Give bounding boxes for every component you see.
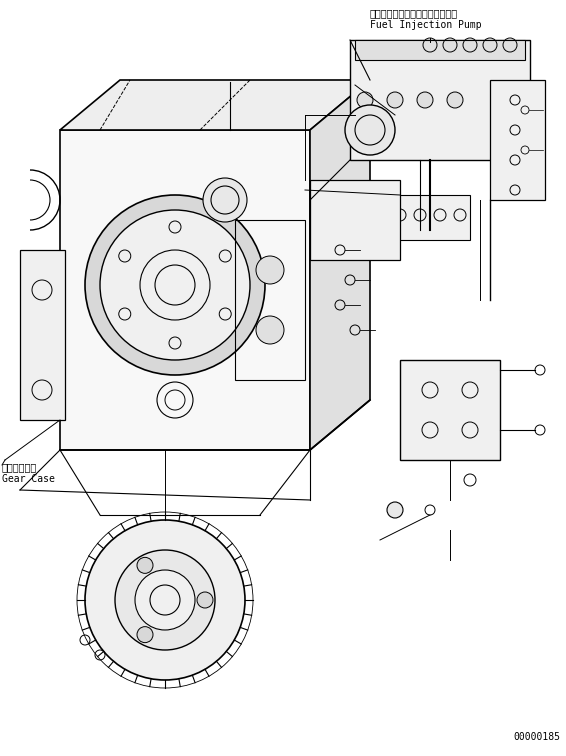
Polygon shape — [355, 40, 525, 60]
Circle shape — [100, 210, 250, 360]
Polygon shape — [350, 40, 530, 160]
Circle shape — [256, 316, 284, 344]
Text: フゥエルインジェクションポンプ: フゥエルインジェクションポンプ — [370, 8, 458, 18]
Circle shape — [137, 627, 153, 643]
Circle shape — [387, 502, 403, 518]
Text: ギャーケース: ギャーケース — [2, 462, 37, 472]
Circle shape — [417, 92, 433, 108]
Polygon shape — [400, 360, 500, 460]
Circle shape — [387, 92, 403, 108]
Circle shape — [203, 178, 247, 222]
Text: Fuel Injection Pump: Fuel Injection Pump — [370, 20, 482, 30]
Polygon shape — [390, 195, 470, 240]
Polygon shape — [20, 250, 65, 420]
Circle shape — [85, 195, 265, 375]
Polygon shape — [310, 80, 370, 450]
Circle shape — [447, 92, 463, 108]
Polygon shape — [60, 80, 370, 130]
Polygon shape — [490, 80, 545, 200]
Circle shape — [137, 557, 153, 573]
Circle shape — [197, 592, 213, 608]
Polygon shape — [310, 180, 400, 260]
Circle shape — [115, 550, 215, 650]
Text: 00000185: 00000185 — [513, 732, 560, 742]
Circle shape — [135, 570, 195, 630]
Circle shape — [345, 105, 395, 155]
Circle shape — [256, 256, 284, 284]
Polygon shape — [60, 130, 310, 450]
Circle shape — [85, 520, 245, 680]
Circle shape — [357, 92, 373, 108]
Text: Gear Case: Gear Case — [2, 474, 55, 484]
